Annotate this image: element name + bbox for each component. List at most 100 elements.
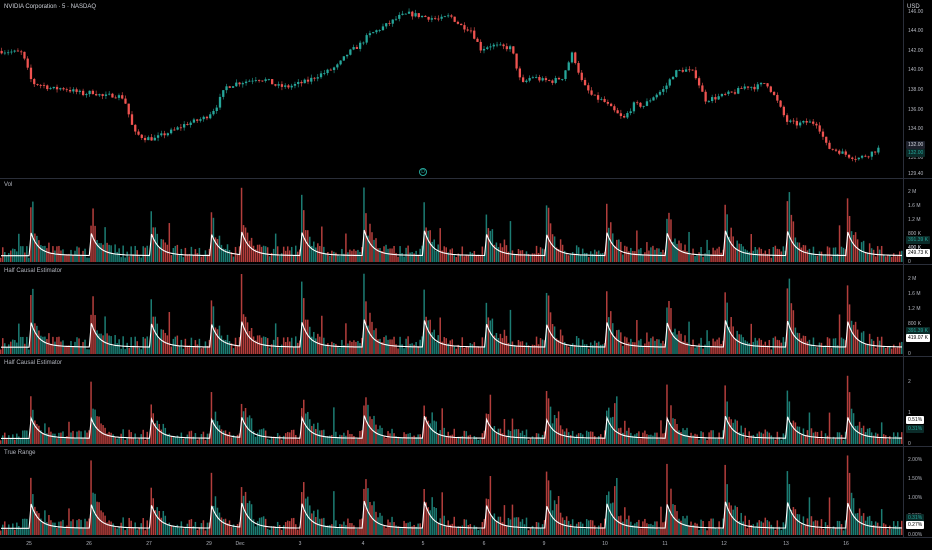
- indicator-bar: [270, 344, 273, 354]
- half-causal-range-plot-area[interactable]: Half Causal Estimator: [0, 357, 903, 446]
- price-candle: [515, 53, 518, 71]
- time-axis[interactable]: 25 26 27 29 Dec 3 4 5 6 9 10 11 12 13 16: [0, 537, 932, 550]
- true-range-axis[interactable]: 2.00%1.50%1.00%0.50%0.00%0.31%0.27%: [903, 447, 932, 538]
- pane-divider[interactable]: [0, 356, 932, 357]
- indicator-bar: [114, 335, 116, 354]
- indicator-bar: [618, 239, 620, 262]
- indicator-bar: [60, 341, 62, 354]
- indicator-bar: [270, 252, 273, 262]
- indicator-bar: [419, 523, 421, 535]
- volume-pane[interactable]: Vol 2 M 1.6 M 1.2 M 800 K 400 K 0 391.39 K 400 …: [0, 179, 932, 265]
- price-pane[interactable]: NVIDIA Corporation · 5 · NASDAQ D 146.00…: [0, 0, 932, 178]
- half-causal-range-svg[interactable]: [0, 357, 903, 446]
- price-candle: [352, 44, 355, 51]
- indicator-bar: [206, 433, 209, 444]
- price-candle: [411, 10, 414, 20]
- true-range-plot-area[interactable]: True Range: [0, 447, 903, 537]
- indicator-bar: [363, 273, 365, 354]
- indicator-bar: [104, 227, 106, 262]
- indicator-bar: [674, 328, 676, 354]
- indicator-bar: [313, 241, 315, 262]
- indicator-bar: [690, 432, 692, 444]
- price-chart-svg[interactable]: [0, 0, 903, 178]
- indicator-bar: [182, 257, 185, 262]
- indicator-bar: [367, 325, 369, 354]
- indicator-bar: [746, 528, 748, 535]
- indicator-bar: [6, 529, 8, 535]
- indicator-bar: [8, 435, 10, 444]
- pane-divider[interactable]: [0, 446, 932, 447]
- indicator-bar: [792, 310, 795, 354]
- indicator-bar: [373, 330, 375, 354]
- price-plot-area[interactable]: NVIDIA Corporation · 5 · NASDAQ D: [0, 0, 903, 178]
- price-candle: [156, 132, 160, 142]
- indicator-bar: [674, 418, 676, 444]
- volume-chart-svg[interactable]: [0, 179, 903, 264]
- indicator-bar: [525, 517, 528, 535]
- indicator-bar: [487, 414, 490, 444]
- indicator-bar: [826, 246, 829, 262]
- price-candle: [336, 63, 339, 70]
- indicator-bar: [880, 245, 883, 262]
- indicator-bar: [658, 529, 660, 535]
- pane-divider[interactable]: [0, 264, 932, 265]
- half-causal-range-axis[interactable]: 2 1 0 0.51% 0.31%: [903, 357, 932, 447]
- indicator-bar: [66, 254, 68, 262]
- indicator-bar: [272, 526, 275, 535]
- indicator-bar: [790, 423, 793, 444]
- true-range-svg[interactable]: [0, 447, 903, 537]
- indicator-bar: [319, 336, 321, 354]
- price-candle: [134, 124, 137, 135]
- price-candle: [469, 27, 473, 34]
- indicator-bar: [579, 521, 582, 535]
- volume-axis[interactable]: 2 M 1.6 M 1.2 M 800 K 400 K 0 391.39 K 400 K 249…: [903, 179, 932, 265]
- indicator-bar: [301, 492, 303, 535]
- price-candle: [59, 87, 62, 91]
- symbol-title[interactable]: NVIDIA Corporation · 5 · NASDAQ: [4, 4, 97, 10]
- indicator-bar: [750, 234, 752, 262]
- indicator-bar: [531, 344, 534, 354]
- price-candle: [36, 83, 39, 86]
- indicator-bar: [802, 335, 805, 354]
- currency-button[interactable]: USD: [907, 4, 920, 10]
- price-candle: [587, 82, 590, 94]
- indicator-bar: [290, 429, 293, 444]
- half-causal-range-pane[interactable]: Half Causal Estimator 2 1 0 0.51% 0.31%: [0, 357, 932, 447]
- indicator-bar: [545, 471, 548, 535]
- half-causal-volume-plot-area[interactable]: Half Causal Estimator: [0, 265, 903, 356]
- session-marker-icon[interactable]: D: [419, 168, 427, 176]
- price-candle: [847, 154, 851, 159]
- pane-divider[interactable]: [0, 178, 932, 179]
- price-candle: [860, 154, 864, 160]
- indicator-bar: [874, 347, 877, 354]
- indicator-bar: [188, 253, 191, 262]
- price-candle: [535, 74, 538, 79]
- indicator-bar: [34, 420, 36, 444]
- indicator-bar: [307, 319, 309, 354]
- indicator-bar: [154, 510, 157, 535]
- indicator-bar: [427, 420, 429, 444]
- price-candle: [176, 125, 179, 131]
- indicator-bar: [357, 340, 359, 354]
- indicator-bar: [8, 253, 10, 262]
- indicator-bar: [168, 223, 171, 262]
- indicator-bar: [856, 239, 859, 262]
- price-candle: [671, 75, 675, 80]
- indicator-bar: [802, 428, 805, 444]
- half-causal-volume-pane[interactable]: Half Causal Estimator 2 M 1.6 M 1.2 M 800 K…: [0, 265, 932, 357]
- true-range-pane[interactable]: True Range 2.00%1.50%1.00%0.50%0.00%0.31…: [0, 447, 932, 538]
- price-axis[interactable]: 146.00 144.00 142.00 140.00 138.00 136.00 134.…: [903, 0, 932, 178]
- price-candle: [78, 89, 81, 95]
- indicator-bar: [485, 413, 488, 444]
- indicator-bar: [752, 341, 755, 354]
- indicator-bar: [146, 245, 148, 262]
- volume-plot-area[interactable]: Vol: [0, 179, 903, 264]
- price-candle: [316, 74, 319, 82]
- indicator-bar: [561, 517, 564, 535]
- half-causal-volume-svg[interactable]: [0, 265, 903, 356]
- indicator-bar: [64, 255, 66, 262]
- indicator-bar: [284, 522, 287, 535]
- indicator-bar: [616, 239, 618, 262]
